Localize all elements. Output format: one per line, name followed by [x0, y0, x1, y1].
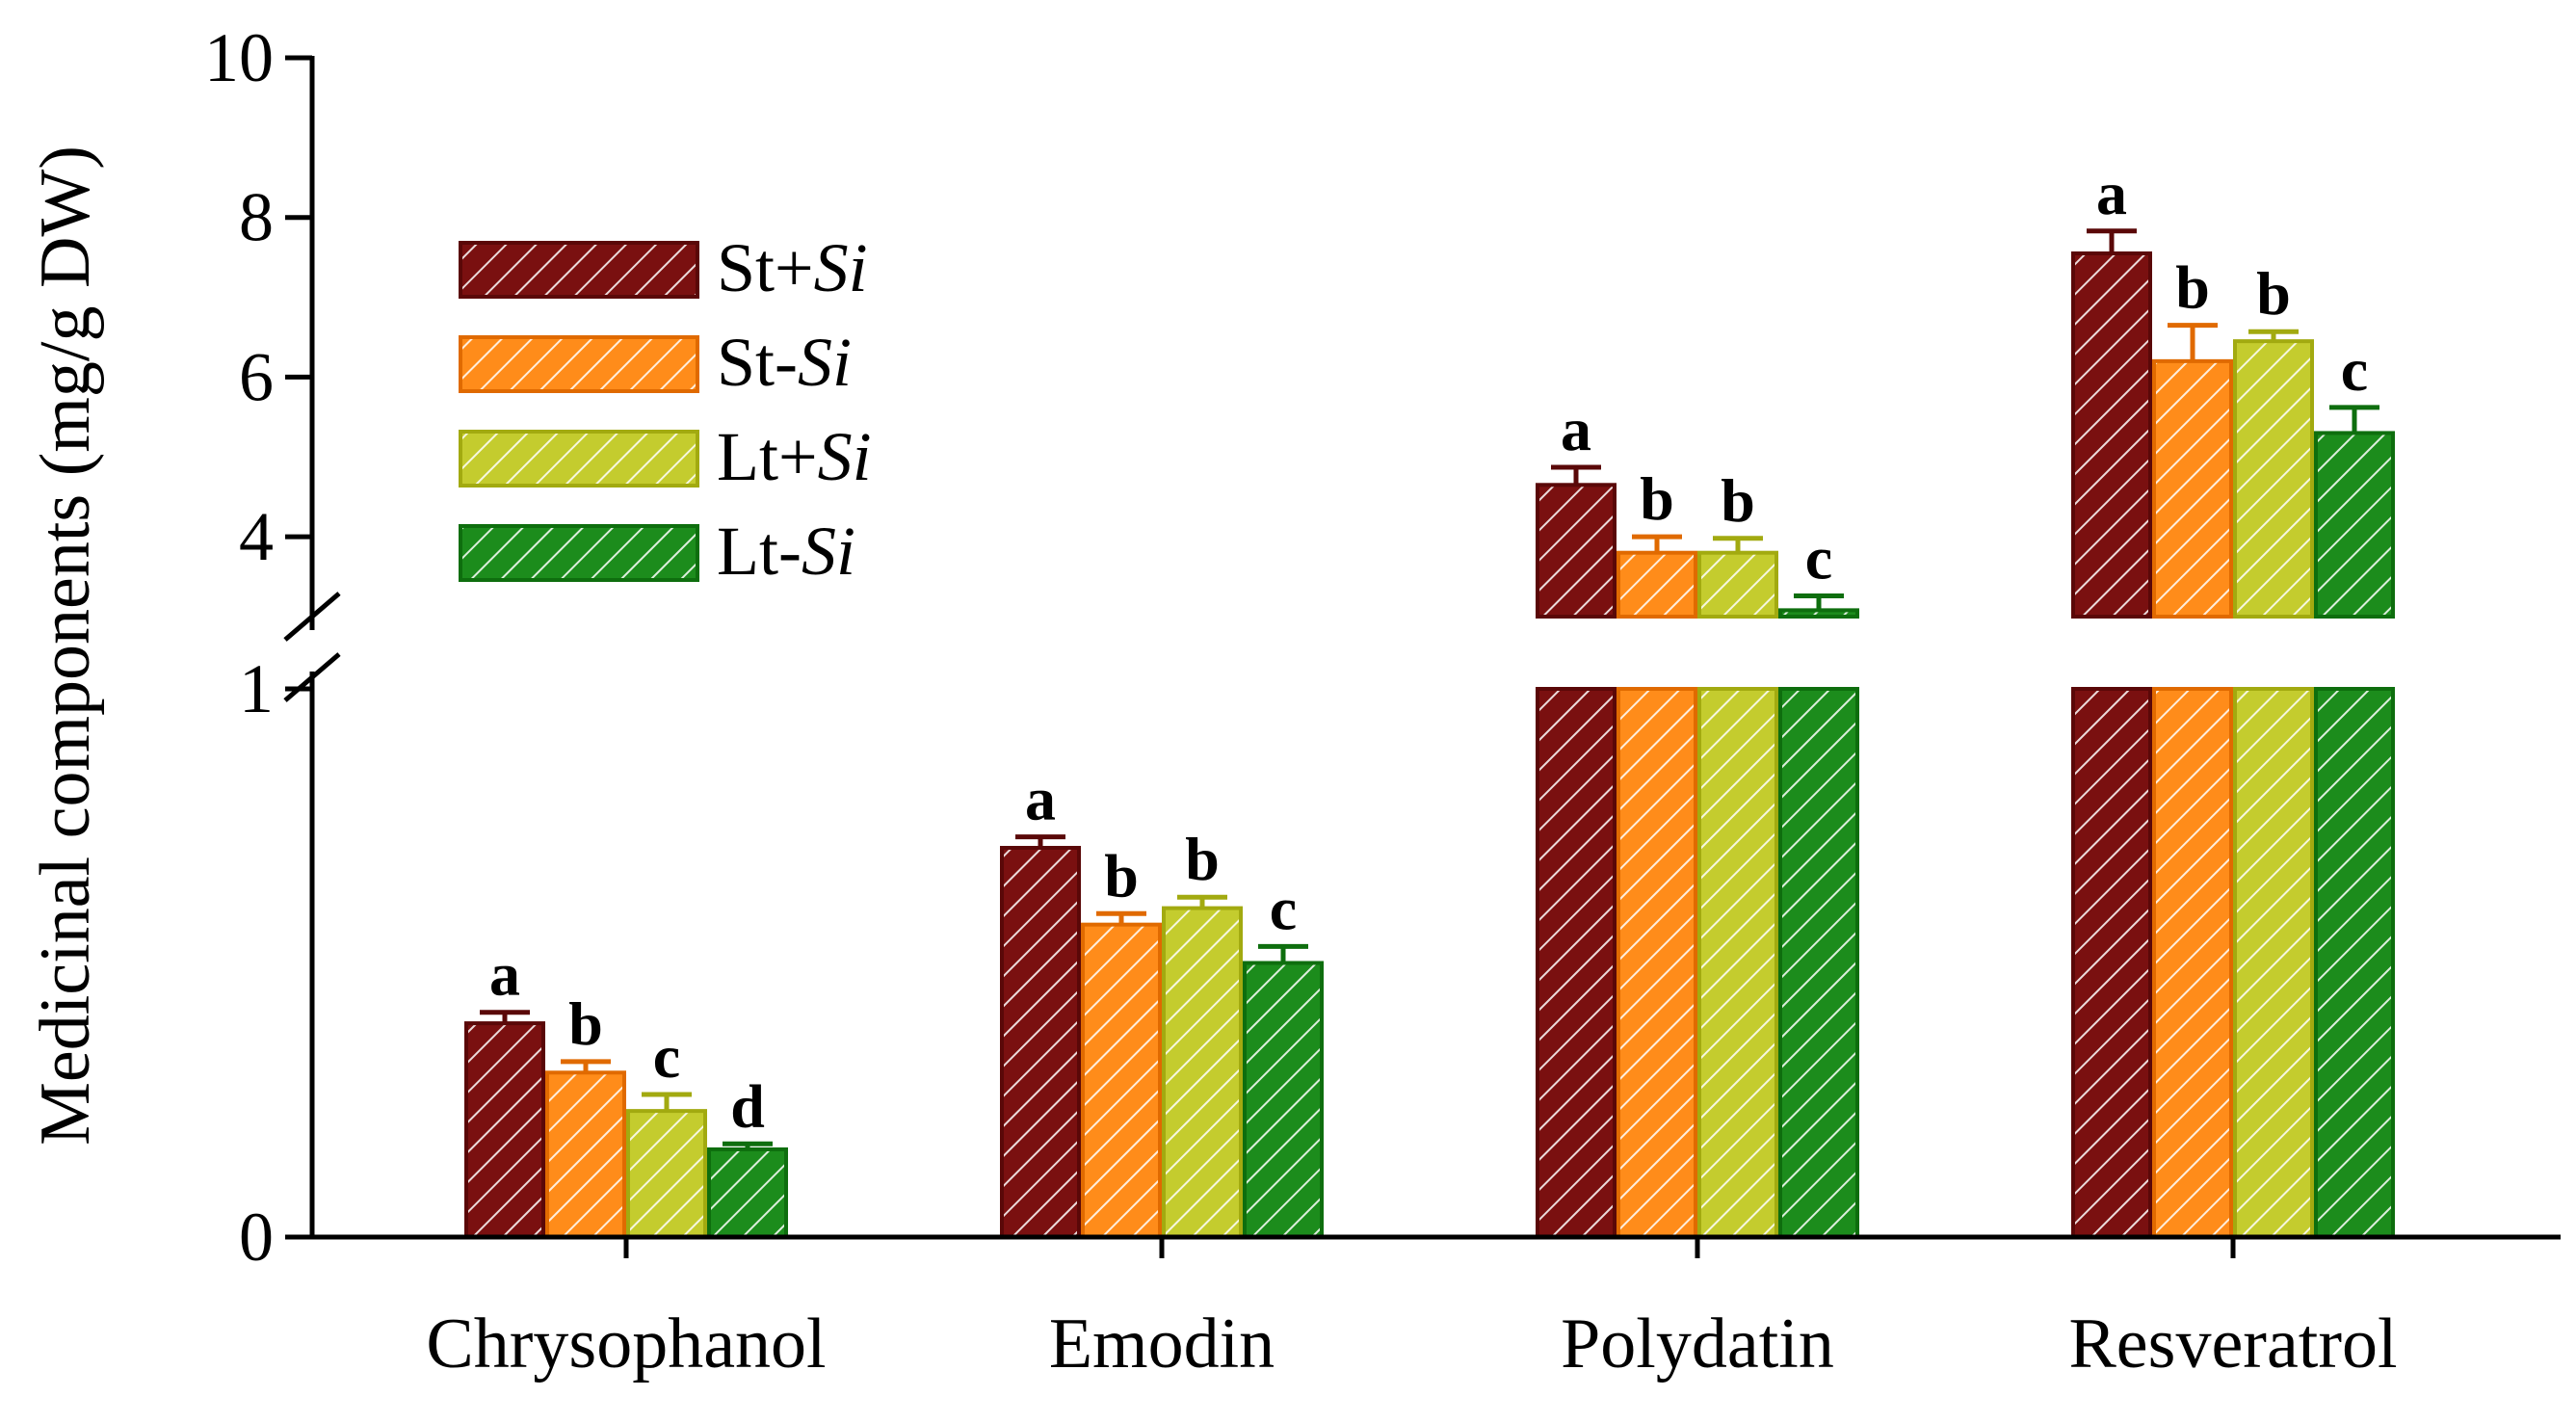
y-tick-label: 4: [239, 498, 274, 575]
significance-letter: b: [568, 989, 603, 1058]
legend-label: Lt+Si: [717, 418, 872, 495]
y-tick-label: 10: [204, 19, 274, 96]
bar: [1000, 846, 1081, 1239]
significance-letter: d: [730, 1071, 765, 1140]
axes-layer: [283, 55, 2561, 1258]
significance-letter: b: [1185, 825, 1220, 893]
significance-letter: b: [1721, 466, 1755, 535]
bar-lower-segment: [1617, 687, 1697, 1239]
bar-upper-segment: [1697, 550, 1778, 619]
y-tick-label: 1: [239, 650, 274, 727]
legend: St+Si St-Si Lt+Si Lt-Si: [459, 229, 872, 590]
bar-upper-segment: [1617, 550, 1697, 619]
bar-lower-segment: [1778, 687, 1859, 1239]
bar-lower-segment: [1536, 687, 1617, 1239]
legend-label: St+Si: [717, 229, 868, 306]
x-category-label: Polydatin: [1561, 1304, 1834, 1383]
bar-upper-segment: [2233, 339, 2314, 619]
significance-letter: b: [1640, 464, 1674, 533]
legend-swatch: [459, 335, 699, 393]
bar-upper-segment: [1536, 483, 1617, 619]
axis-break-mark: [283, 592, 341, 642]
significance-letter: b: [2256, 259, 2291, 328]
legend-swatch: [459, 430, 699, 488]
y-axis-title: Medicinal components (mg/g DW): [26, 145, 105, 1146]
significance-letter: a: [2096, 159, 2127, 227]
bar: [626, 1109, 707, 1239]
bar-lower-segment: [2314, 687, 2395, 1239]
significance-letter: c: [1805, 523, 1832, 592]
significance-letter: a: [489, 940, 520, 1009]
legend-swatch: [459, 524, 699, 582]
bar-upper-segment: [2314, 431, 2395, 619]
bar: [707, 1146, 788, 1239]
significance-letter: b: [1104, 841, 1139, 909]
significance-letter: c: [1270, 874, 1297, 942]
bar: [545, 1070, 626, 1240]
significance-letter: a: [1025, 765, 1056, 833]
bar-lower-segment: [2071, 687, 2152, 1239]
significance-letter: c: [2341, 335, 2368, 404]
legend-label: St-Si: [717, 324, 852, 401]
x-category-label: Chrysophanol: [426, 1304, 826, 1383]
x-category-label: Emodin: [1049, 1304, 1275, 1383]
bar-lower-segment: [2233, 687, 2314, 1239]
legend-label: Lt-Si: [717, 513, 855, 590]
legend-swatch: [459, 241, 699, 299]
significance-letter: c: [653, 1022, 680, 1091]
significance-letter: a: [1561, 395, 1591, 463]
y-tick-label: 0: [239, 1199, 274, 1276]
bar: [1081, 922, 1162, 1239]
axis-break-mark: [283, 652, 341, 702]
bar: [1243, 961, 1324, 1239]
bar-lower-segment: [1697, 687, 1778, 1239]
bar-upper-segment: [2071, 251, 2152, 619]
bar: [1162, 906, 1243, 1239]
bar-upper-segment: [2152, 358, 2233, 619]
bar-lower-segment: [2152, 687, 2233, 1239]
y-tick-label: 6: [239, 338, 274, 415]
bars-layer: [464, 228, 2395, 1240]
bar: [464, 1021, 545, 1239]
significance-letter: b: [2175, 253, 2210, 322]
bar-upper-segment: [1778, 608, 1859, 619]
x-category-label: Resveratrol: [2068, 1304, 2397, 1383]
y-tick-label: 8: [239, 179, 274, 256]
